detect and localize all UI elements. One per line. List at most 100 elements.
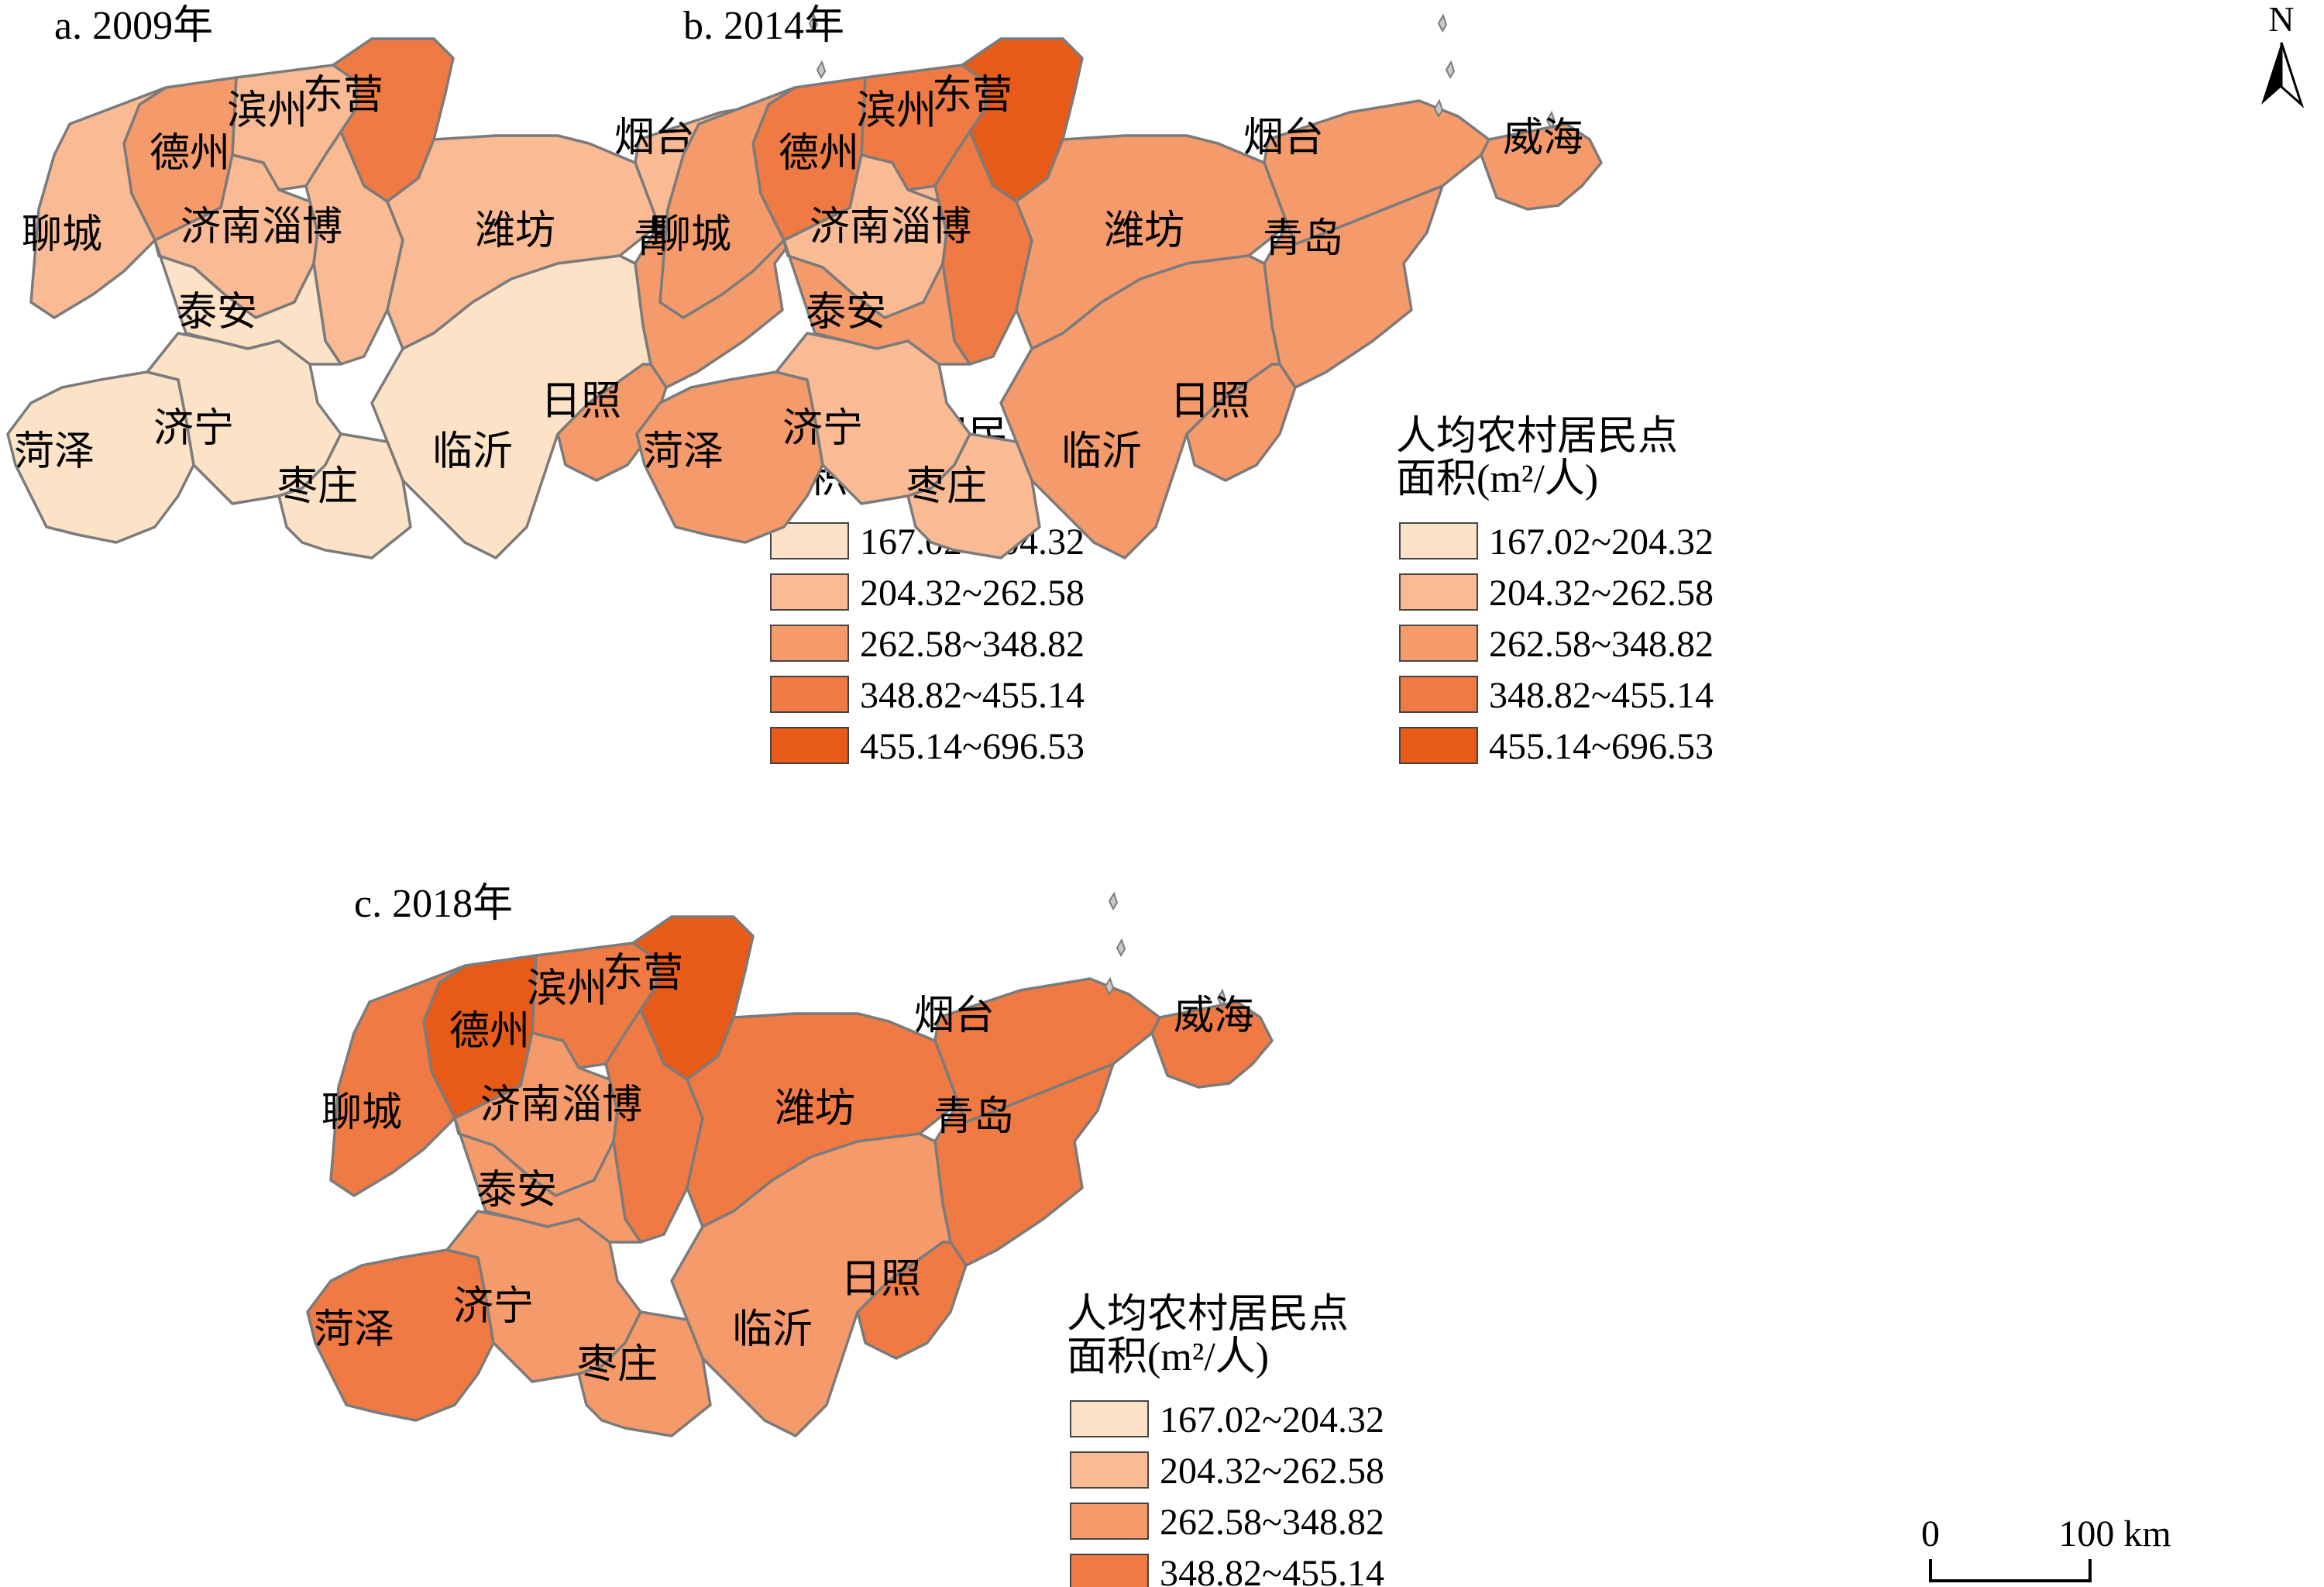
label-rizhao: 日照: [1170, 378, 1250, 425]
label-heze: 菏泽: [14, 429, 95, 475]
label-weifang: 潍坊: [475, 208, 555, 254]
panel-title: c. 2018年: [354, 882, 513, 926]
legend-item-label: 204.32~262.58: [860, 573, 1085, 614]
label-weifang: 潍坊: [1104, 208, 1184, 254]
legend-swatch: [1399, 522, 1478, 559]
island-shape: [1104, 976, 1115, 997]
label-jining: 济宁: [782, 405, 863, 452]
label-linyi: 临沂: [432, 429, 513, 475]
region-zibo: [933, 130, 1033, 366]
label-binzhou: 滨州: [227, 88, 308, 134]
legend-swatch: [1070, 1554, 1149, 1587]
legend-swatch: [1399, 727, 1478, 764]
label-dezhou: 德州: [150, 130, 230, 177]
legend-swatch: [770, 625, 849, 662]
region-heze: [306, 1248, 495, 1422]
label-zaozhuang: 枣庄: [577, 1341, 658, 1388]
region-zibo: [304, 130, 404, 366]
label-jining: 济宁: [153, 405, 234, 452]
legend-item-label: 204.32~262.58: [1489, 573, 1714, 614]
legend-title-line2: 面积(m²/人): [1067, 1335, 1269, 1379]
label-weihai: 威海: [1174, 993, 1254, 1039]
region-heze: [635, 370, 824, 544]
label-liaocheng: 聊城: [321, 1090, 402, 1136]
region-zaozhuang: [277, 432, 412, 559]
region-liaocheng: [329, 964, 467, 1197]
legend-swatch: [1070, 1400, 1149, 1437]
label-yantai: 烟台: [914, 993, 995, 1039]
island-shape: [808, 13, 819, 33]
legend-item-label: 167.02~204.32: [1489, 522, 1714, 563]
label-taian: 泰安: [806, 289, 886, 336]
scale-bar: 0 100 km: [1921, 1513, 2171, 1582]
label-rizhao: 日照: [841, 1256, 921, 1303]
label-liaocheng: 聊城: [651, 212, 731, 258]
label-heze: 菏泽: [643, 429, 724, 475]
region-linyi: [999, 254, 1281, 559]
label-dongying: 东营: [303, 72, 383, 119]
island-shape: [1216, 988, 1227, 1008]
north-arrow-icon: N: [2261, 0, 2305, 108]
region-zaozhuang: [577, 1310, 712, 1437]
legend-swatch: [1399, 573, 1478, 611]
scale-zero-label: 0: [1921, 1513, 1940, 1554]
label-zibo: 淄博: [891, 204, 971, 250]
label-yantai: 烟台: [614, 115, 695, 161]
legend-swatch: [1070, 1451, 1149, 1489]
region-zibo: [604, 1008, 704, 1244]
legend-swatch: [770, 676, 849, 713]
legend-item-label: 348.82~455.14: [860, 675, 1085, 716]
panel-title: b. 2014年: [683, 4, 844, 48]
region-weihai: [1480, 122, 1603, 211]
legend-swatch: [770, 727, 849, 764]
label-taian: 泰安: [476, 1167, 557, 1213]
label-dezhou: 德州: [449, 1008, 530, 1055]
legend-item-label: 262.58~348.82: [1160, 1502, 1384, 1543]
legend-item-label: 204.32~262.58: [1160, 1451, 1384, 1492]
legend-title-line1: 人均农村居民点: [1067, 1293, 1349, 1337]
legend-item-label: 262.58~348.82: [860, 624, 1085, 665]
legend-title-line2: 面积(m²/人): [1396, 457, 1598, 501]
label-binzhou: 滨州: [856, 88, 937, 134]
island-shape: [1116, 938, 1126, 958]
legend-item-label: 262.58~348.82: [1489, 624, 1714, 665]
label-zibo: 淄博: [562, 1082, 642, 1128]
label-zaozhuang: 枣庄: [906, 463, 987, 510]
label-dongying: 东营: [932, 72, 1012, 119]
legend-swatch: [770, 573, 849, 611]
label-zibo: 淄博: [262, 204, 342, 250]
island-shape: [1445, 60, 1456, 80]
label-weifang: 潍坊: [775, 1086, 855, 1132]
legend-title-line1: 人均农村居民点: [1396, 415, 1678, 459]
island-shape: [816, 60, 827, 80]
label-rizhao: 日照: [541, 378, 621, 425]
island-shape: [1437, 13, 1448, 33]
label-qingdao: 青岛: [933, 1093, 1014, 1140]
legend-swatch: [1399, 625, 1478, 662]
north-label: N: [2268, 0, 2294, 39]
label-jinan: 济南: [810, 204, 890, 250]
legend-item-label: 348.82~455.14: [1489, 675, 1714, 716]
label-liaocheng: 聊城: [22, 212, 102, 258]
label-jinan: 济南: [480, 1082, 561, 1128]
label-binzhou: 滨州: [527, 966, 607, 1012]
map-panels: a. 2009年德州滨州东营烟台威海聊城济南淄博潍坊青岛泰安日照菏泽济宁临沂枣庄…: [6, 4, 1714, 1587]
legend-swatch: [1399, 676, 1478, 713]
region-liaocheng: [29, 86, 167, 319]
label-jinan: 济南: [180, 204, 261, 250]
legend-swatch: [770, 522, 849, 559]
island-shape: [1108, 891, 1119, 911]
region-weihai: [1150, 1000, 1274, 1089]
region-liaocheng: [658, 86, 796, 319]
legend-item-label: 167.02~204.32: [1160, 1399, 1384, 1441]
scale-bar-line: [1929, 1559, 2092, 1582]
legend-item-label: 455.14~696.53: [1489, 726, 1714, 767]
label-jining: 济宁: [453, 1283, 534, 1330]
panel-title: a. 2009年: [54, 4, 213, 48]
legend-item-label: 455.14~696.53: [860, 726, 1085, 767]
region-linyi: [670, 1132, 952, 1437]
